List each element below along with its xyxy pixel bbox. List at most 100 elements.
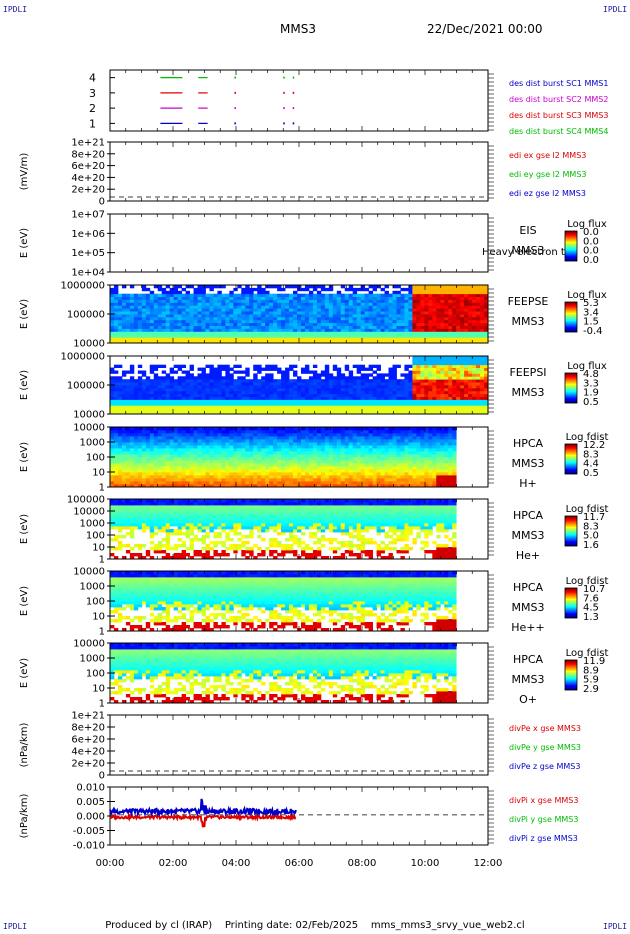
hpca-h-cell [241,451,246,455]
feeps-ion-cell [137,408,143,412]
feeps-ion-cell [217,399,222,403]
hpca-h-cell [249,463,254,467]
feeps-ion-cell [384,411,389,415]
feeps-electron-cell [480,331,485,335]
feeps-ion-cell [253,402,258,406]
feeps-electron-cell [464,322,469,326]
feeps-electron-cell [300,305,306,309]
feeps-ion-cell [308,382,314,386]
feeps-electron-cell [277,331,282,335]
feeps-ion-cell [217,405,222,409]
feeps-electron-cell [157,287,163,292]
hpca-h-cell [157,460,163,464]
feeps-ion-cell [297,379,302,383]
feeps-electron-cell [253,308,258,312]
feeps-electron-cell [161,296,167,300]
hpca-h-cell [289,451,294,455]
feeps-electron-cell [448,305,453,309]
feeps-electron-cell [277,322,282,326]
feeps-ion-colorbar-band [565,393,577,395]
feeps-electron-cell [468,325,473,329]
feeps-ion-cell [245,382,250,386]
feeps-electron-cell [400,296,405,300]
hpca-h-cell [312,484,318,488]
feeps-electron-cell [125,314,131,318]
hpca-h-cell [141,481,147,485]
feeps-electron-cell [145,319,151,324]
feeps-electron-cell [157,325,163,329]
feeps-electron-cell [117,331,123,335]
feeps-ion-cell [332,405,338,409]
feeps-electron-cell [237,331,242,335]
feeps-electron-cell [253,322,258,326]
feeps-electron-cell [444,299,449,303]
hpca-h-cell [189,460,194,464]
feeps-ion-cell [328,390,334,395]
feeps-ion-cell [185,396,190,400]
feeps-ion-cell [436,356,441,360]
feeps-ion-cell [141,393,147,397]
feeps-ion-cell [396,390,401,395]
feeps-ion-colorbar-band [565,381,577,383]
feeps-electron-cell [113,296,119,300]
feeps-electron-cell [460,302,465,306]
feeps-electron-cell [304,287,310,292]
feeps-ion-cell [396,411,401,415]
hpca-h-cell [304,457,310,461]
feeps-ion-cell [440,382,445,386]
feeps-electron-cell [253,293,258,297]
edi-efield-y-tick-label: 4e+20 [71,173,105,184]
feeps-electron-cell [277,305,282,309]
feeps-electron-cell [241,334,246,338]
feeps-ion-cell [332,393,338,397]
feeps-electron-cell [145,296,151,300]
feeps-ion-cell [380,376,385,380]
feeps-ion-cell [241,411,246,415]
feeps-ion-cell [424,402,429,406]
feeps-electron-cell [177,328,183,332]
hpca-h-cell [281,436,286,440]
feeps-ion-cell [428,356,433,360]
feeps-ion-cell [352,402,358,406]
feeps-electron-cell [372,308,377,312]
hpca-h-cell [197,436,202,440]
hpca-h-cell [336,472,342,476]
feeps-electron-cell [189,314,194,318]
feeps-electron-cell [265,328,270,332]
feeps-ion-cell [468,390,473,395]
hpca-h-cell [165,439,171,443]
feeps-electron-cell [380,308,385,312]
hpca-h-cell [273,478,278,482]
feeps-electron-cell [404,334,409,338]
feeps-ion-cell [181,408,186,412]
feeps-electron-cell [392,319,397,324]
feeps-electron-cell [209,316,214,321]
feeps-electron-cell [289,316,294,321]
feeps-electron-cell [348,285,354,289]
feeps-ion-cell [265,405,270,409]
feeps-electron-cell [141,308,147,312]
hpca-h-cell [253,448,258,452]
hpca-h-cell [113,454,119,458]
feeps-electron-cell [285,319,290,324]
hpca-h-cell [297,475,302,479]
eis-colorbar-tick-1: 0.0 [583,236,599,247]
feeps-ion-cell [245,367,250,371]
feeps-electron-cell [428,322,433,326]
feeps-electron-cell [376,337,381,341]
hpca-h-cell [161,472,167,476]
feeps-ion-cell [464,361,469,366]
hpca-h-cell [285,466,290,470]
feeps-electron-cell [121,316,127,321]
feeps-electron-cell [137,316,143,321]
feeps-electron-cell [197,287,202,292]
hpca-h-cell [249,478,254,482]
feeps-electron-cell [336,316,342,321]
feeps-electron-cell [468,285,473,289]
feeps-electron-cell [376,285,381,289]
hpca-h-cell [217,436,222,440]
feeps-electron-cell [213,337,218,341]
feeps-electron-cell [221,331,226,335]
hpca-h-cell [237,427,242,431]
feeps-electron-cell [312,325,318,329]
